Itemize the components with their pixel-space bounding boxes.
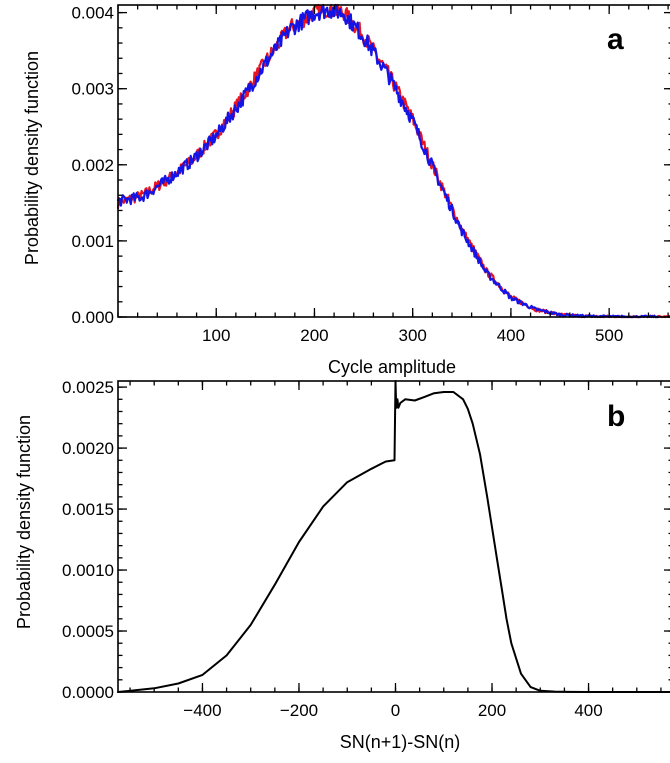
panel-b-x-axis-title: SN(n+1)-SN(n) xyxy=(340,732,461,752)
panel-b-y-tick-label: 0.0015 xyxy=(62,500,114,519)
panel-a-y-tick-label: 0.004 xyxy=(71,4,114,23)
panel-a-y-axis-title: Probability density function xyxy=(22,51,42,265)
panel-a-x-tick-label: 100 xyxy=(202,326,230,345)
panel-a-series-line-2 xyxy=(116,3,660,319)
panel-a-y-tick-label: 0.001 xyxy=(71,232,114,251)
panel-b-x-tick-label: 200 xyxy=(478,701,506,720)
panel-b-y-axis-title: Probability density function xyxy=(14,415,34,629)
panel-a-label: a xyxy=(607,23,624,56)
panel-b-ticks: −400 −200 0 200 400 0.0000 0.0005 0.0010 0.0015 0… xyxy=(62,378,670,720)
panel-b-x-tick-label: −400 xyxy=(183,701,221,720)
panel-b-x-tick-label: 0 xyxy=(391,701,400,720)
panel-a-x-tick-label: 400 xyxy=(497,326,525,345)
panel-b-chart: Probability density function SN(n+1)-SN(… xyxy=(14,378,670,752)
panel-b-series-line-1 xyxy=(117,380,670,693)
panel-b-y-tick-label: 0.0000 xyxy=(62,683,114,702)
panel-a-series-line-1 xyxy=(116,3,670,319)
panel-b-series-layer xyxy=(117,380,670,693)
panel-a-x-tick-label: 300 xyxy=(399,326,427,345)
panel-b-label: b xyxy=(607,400,625,433)
panel-b-y-tick-label: 0.0005 xyxy=(62,622,114,641)
panel-a-axes-frame xyxy=(117,4,670,318)
panel-b-x-tick-label: 400 xyxy=(574,701,602,720)
panel-b-x-tick-label: −200 xyxy=(280,701,318,720)
panel-a-y-tick-label: 0.000 xyxy=(71,308,114,327)
panel-a-x-axis-title: Cycle amplitude xyxy=(328,357,456,377)
panel-b-y-tick-label: 0.0020 xyxy=(62,439,114,458)
panel-b-y-tick-label: 0.0010 xyxy=(62,561,114,580)
panel-a-chart: Probability density function Cycle ampli… xyxy=(22,4,670,377)
panel-b-axes-frame xyxy=(117,380,670,693)
panel-a-x-tick-label: 500 xyxy=(595,326,623,345)
panel-a-y-tick-label: 0.003 xyxy=(71,80,114,99)
panel-a-y-tick-label: 0.002 xyxy=(71,156,114,175)
panel-a-series-layer xyxy=(116,3,670,319)
panel-a-ticks: 100 200 300 400 500 0.000 0.001 0.002 0.003 0.004 xyxy=(71,4,670,345)
panel-a-x-tick-label: 200 xyxy=(300,326,328,345)
panel-b-y-tick-label: 0.0025 xyxy=(62,378,114,397)
